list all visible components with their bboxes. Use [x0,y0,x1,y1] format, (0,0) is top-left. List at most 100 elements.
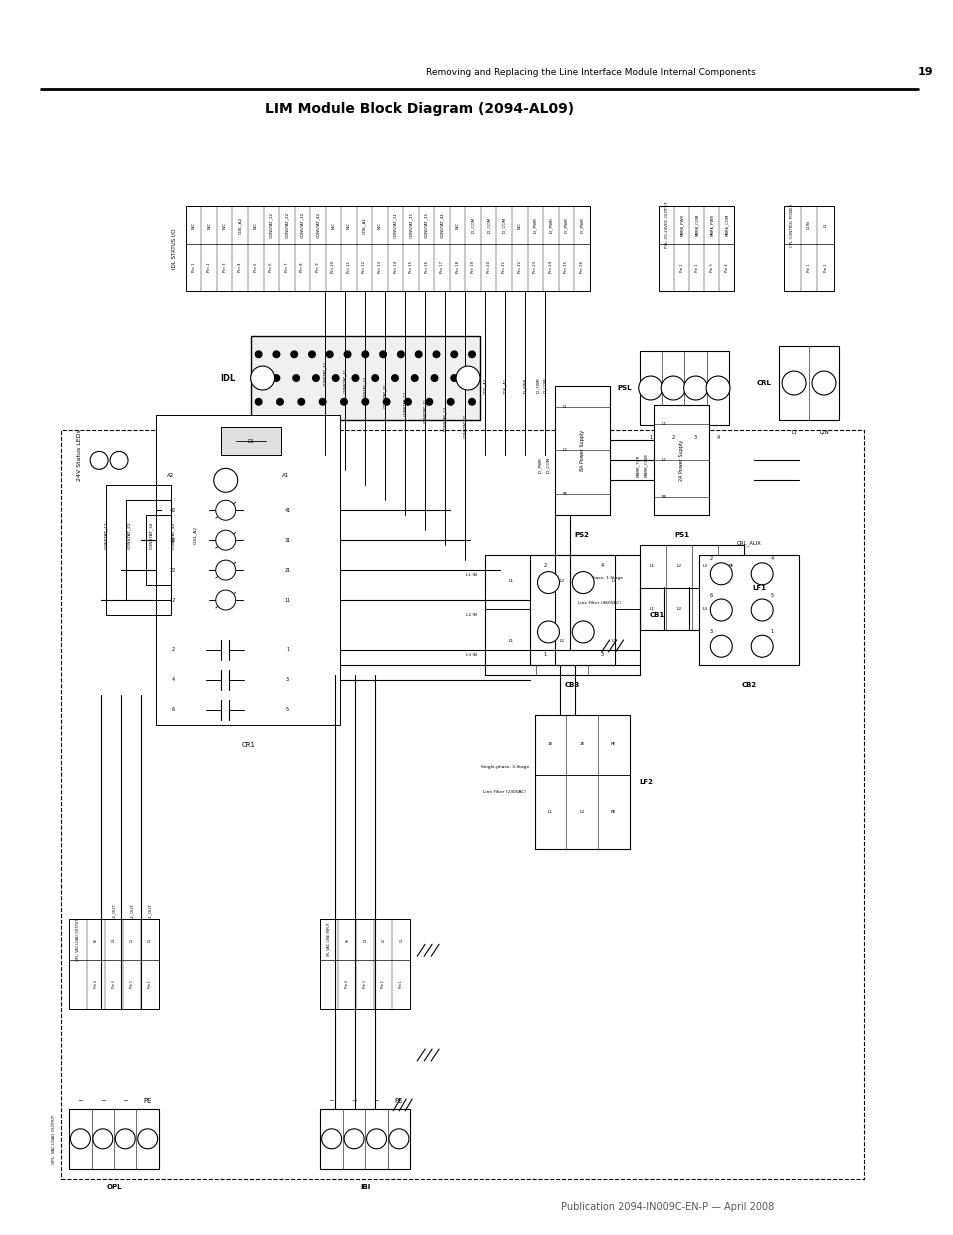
Text: Pin 25: Pin 25 [564,262,568,273]
Circle shape [254,351,262,358]
Circle shape [275,398,284,406]
Text: ~: ~ [77,1098,83,1104]
Text: Pin 6: Pin 6 [269,263,273,272]
Circle shape [572,621,594,643]
Text: L2: L2 [130,937,133,941]
Text: L1: L1 [561,405,566,409]
Text: 5: 5 [286,708,289,713]
Bar [155,415,340,725]
Circle shape [361,351,369,358]
Bar [779,346,838,420]
Text: L1 IN: L1 IN [465,573,476,577]
Text: CB3: CB3 [564,682,579,688]
Text: Pin 1: Pin 1 [148,981,152,988]
Text: 12: 12 [170,598,176,603]
Text: PE: PE [345,937,349,942]
Text: CR1: CR1 [241,742,254,747]
Text: CPL CONTROL POWER: CPL CONTROL POWER [790,204,794,247]
Text: CONSTAT_32: CONSTAT_32 [149,521,152,550]
Text: D1: D1 [247,438,253,443]
Text: LIM Module Block Diagram (2094-AL09): LIM Module Block Diagram (2094-AL09) [265,103,574,116]
Circle shape [710,563,732,585]
Text: IO_PWR: IO_PWR [579,217,583,233]
Text: Pin 20: Pin 20 [486,262,490,273]
Text: IO_PWR: IO_PWR [537,457,541,473]
Text: L2: L2 [579,810,584,814]
Text: L1: L1 [398,937,403,941]
Circle shape [705,375,729,400]
Circle shape [325,351,334,358]
Text: L2: L2 [381,937,385,941]
Bar [654,405,709,515]
Text: N/C: N/C [347,221,351,228]
Text: 4: 4 [716,435,719,440]
Text: 2: 2 [542,563,546,568]
Circle shape [468,351,476,358]
Text: Pin 13: Pin 13 [377,262,381,273]
Circle shape [215,500,235,520]
Text: IO_COM: IO_COM [542,378,546,393]
Text: 3: 3 [709,629,712,634]
Text: L2_OUT: L2_OUT [130,904,133,919]
Circle shape [308,351,315,358]
Text: IO_FWR: IO_FWR [536,378,539,394]
Text: Pin 21: Pin 21 [501,262,506,273]
Text: L1: L1 [148,937,152,941]
Text: L2/N: L2/N [806,221,810,230]
Text: Pin 4: Pin 4 [345,981,349,988]
Circle shape [432,351,440,358]
Circle shape [343,351,351,358]
Text: ~: ~ [351,1098,356,1104]
Text: L1: L1 [649,564,655,568]
Text: 6: 6 [709,593,712,598]
Text: COIL_A1: COIL_A1 [362,216,366,233]
Text: MBRK_7VR: MBRK_7VR [635,454,639,477]
Text: 42: 42 [170,508,176,513]
Circle shape [683,375,707,400]
Text: IO_COM: IO_COM [471,217,475,233]
Bar [146,515,171,585]
Circle shape [254,398,262,406]
Text: MBRK_COM: MBRK_COM [694,214,699,236]
Text: IPL VAC LINE INPUT: IPL VAC LINE INPUT [327,923,331,956]
Text: OPL: OPL [106,1183,122,1189]
Text: LF1: LF1 [751,584,765,590]
Text: MBRK_COM: MBRK_COM [724,214,728,236]
Text: L2: L2 [676,606,680,611]
Text: PE: PE [143,1098,152,1104]
Text: ~: ~ [100,1098,106,1104]
Text: IDL: IDL [220,373,235,383]
Text: 5: 5 [770,593,773,598]
Text: A2: A2 [167,473,174,478]
Text: 1: 1 [648,435,652,440]
Text: 4: 4 [600,563,603,568]
Circle shape [71,1129,91,1149]
Text: L3: L3 [363,937,367,941]
Circle shape [215,530,235,550]
Text: MBRK_PWR: MBRK_PWR [709,214,713,236]
Text: 3: 3 [286,677,289,683]
Text: 2E: 2E [578,742,584,746]
Text: L1: L1 [547,810,553,814]
Circle shape [366,1129,386,1149]
Circle shape [391,374,398,382]
Text: 2: 2 [172,647,174,652]
Circle shape [468,398,476,406]
Text: Line Filter (230VAC): Line Filter (230VAC) [483,790,526,794]
Text: Pin 1: Pin 1 [806,263,810,272]
Text: 41: 41 [284,508,291,513]
Text: 24V Status LEDs: 24V Status LEDs [76,430,82,482]
Bar [639,351,728,425]
Circle shape [137,1129,157,1149]
Text: L3: L3 [611,579,616,583]
Text: L2: L2 [676,564,680,568]
Text: N/C: N/C [192,221,195,228]
Text: N/C: N/C [456,221,459,228]
Circle shape [92,1129,112,1149]
Circle shape [430,374,438,382]
Text: L2: L2 [559,579,564,583]
Text: Pin 14: Pin 14 [394,262,397,273]
Text: CB2: CB2 [740,682,756,688]
Text: CONSTAT_31: CONSTAT_31 [383,383,387,408]
Text: Pin 19: Pin 19 [471,262,475,273]
